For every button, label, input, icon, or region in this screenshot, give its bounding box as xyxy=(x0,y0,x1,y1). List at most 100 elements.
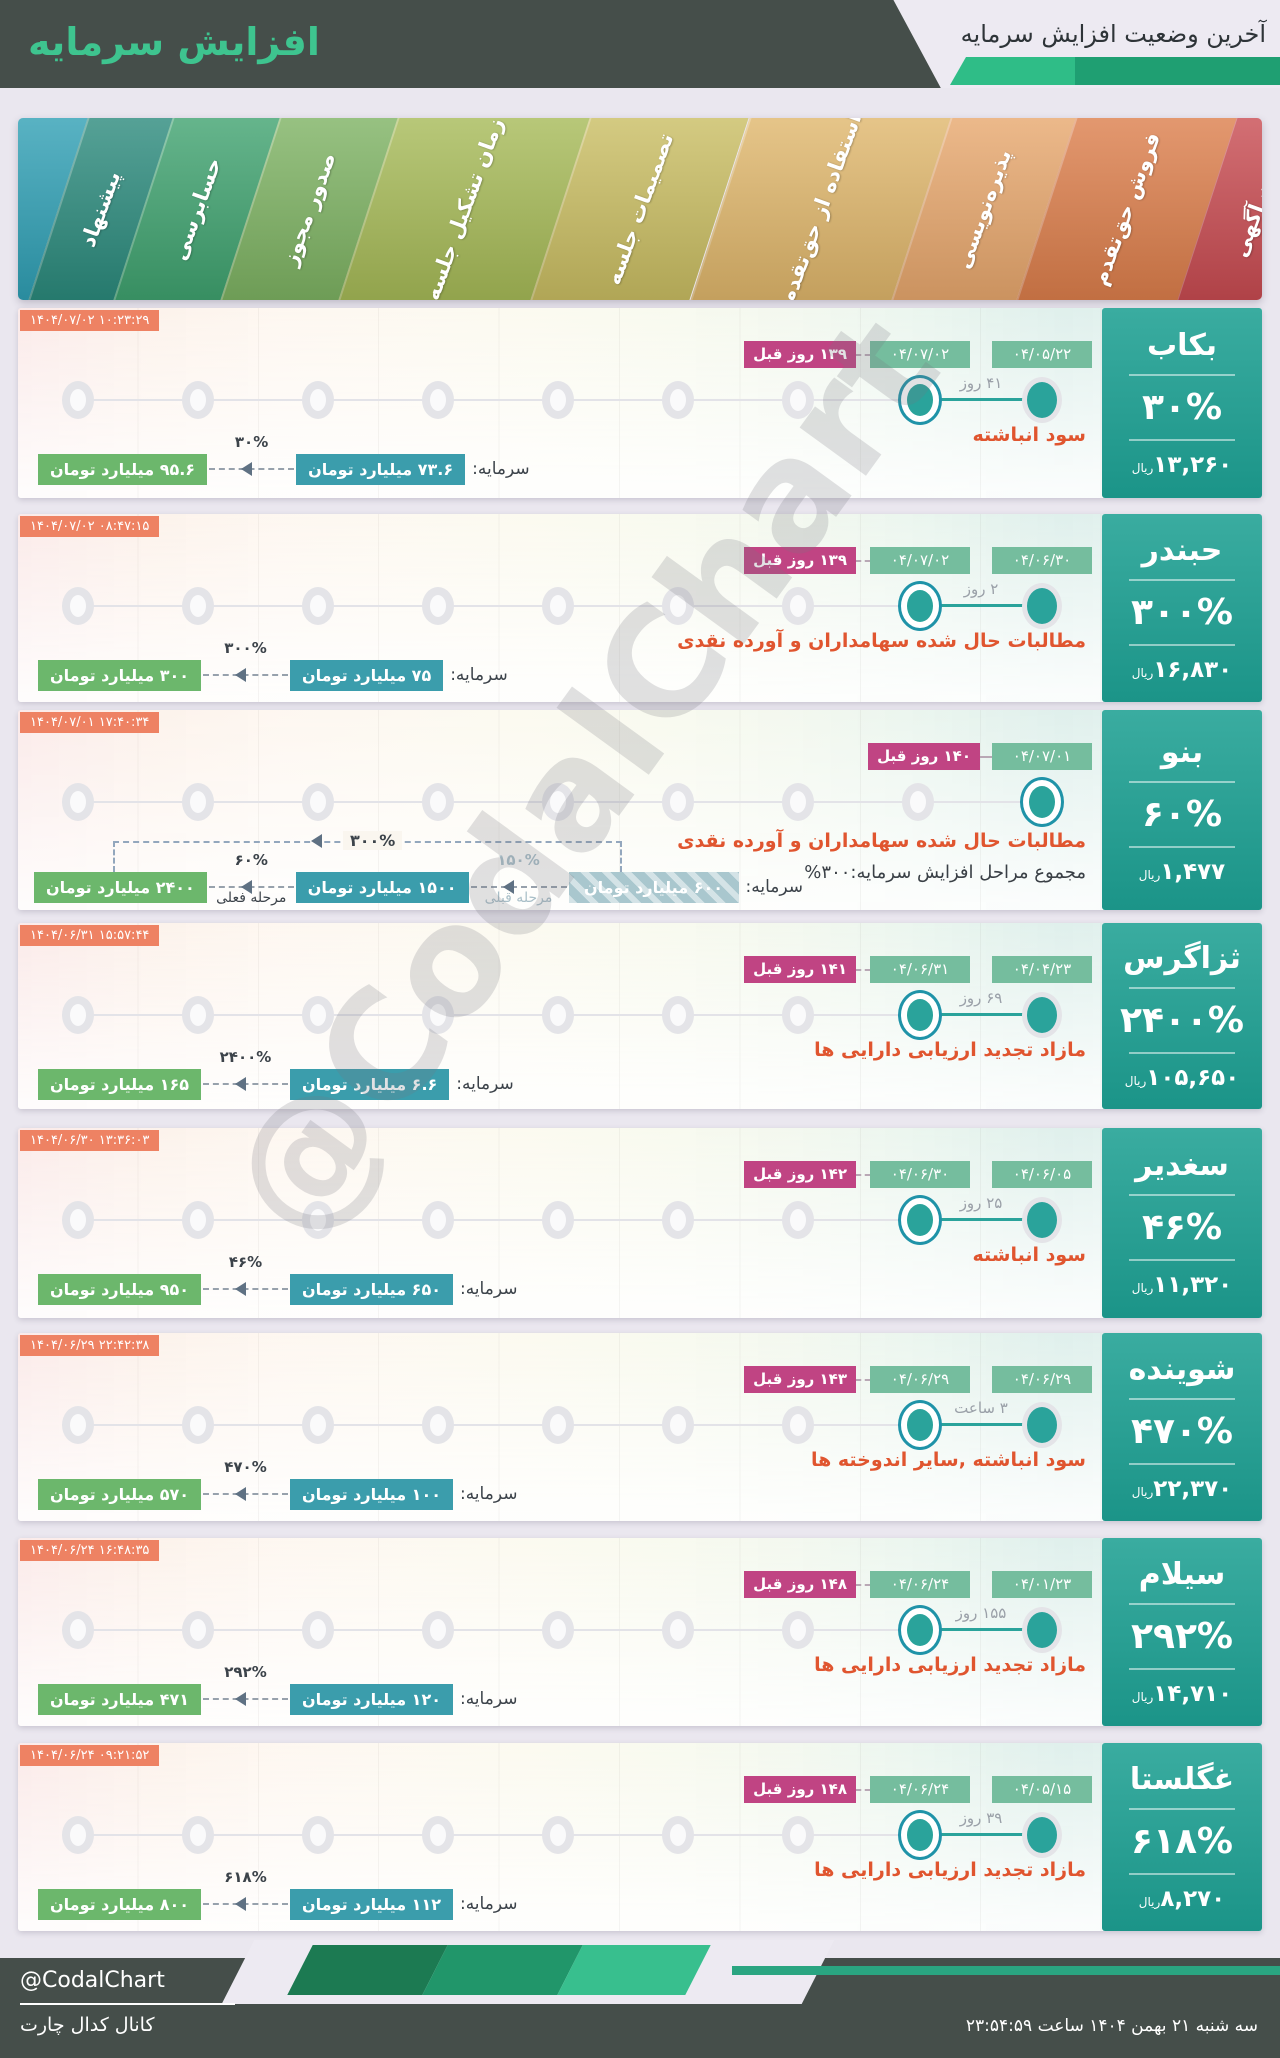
stage-dot-empty xyxy=(542,1816,574,1854)
stage-dot-empty xyxy=(782,1406,814,1444)
stage-dot-empty xyxy=(542,1406,574,1444)
stage-dot-empty xyxy=(302,1611,334,1649)
increase-percent: ۲۹۲% xyxy=(1131,1616,1233,1657)
stage-dot-empty xyxy=(62,1406,94,1444)
stage-dot-empty xyxy=(62,1611,94,1649)
footer: @CodalChart کانال کدال چارت سه شنبه ۲۱ ب… xyxy=(0,1940,1280,2058)
header-green-band xyxy=(950,57,1280,85)
increase-percent: ۳۰۰% xyxy=(1131,592,1233,633)
current-stage-date: ۰۴/۰۶/۳۰ xyxy=(870,1161,970,1188)
funding-source: مازاد تجدید ارزیابی دارایی ها xyxy=(814,1654,1086,1676)
header-dark-shape xyxy=(0,0,941,88)
previous-stage-date: ۰۴/۰۶/۳۰ xyxy=(992,547,1092,574)
increase-percent: ۴۶% xyxy=(1142,1207,1223,1248)
stage-dot-empty xyxy=(662,996,694,1034)
increase-percent: ۴۷۰% xyxy=(1131,1411,1233,1452)
funding-source: مطالبات حال شده سهامداران و آورده نقدی xyxy=(677,630,1086,652)
channel-name: کانال کدال چارت xyxy=(20,2014,155,2036)
current-stage-dot xyxy=(898,990,942,1040)
funding-source: مطالبات حال شده سهامداران و آورده نقدی xyxy=(677,830,1086,852)
panel-divider xyxy=(1129,644,1235,646)
days-ago-badge: ۱۴۸ روز قبل xyxy=(744,1571,856,1598)
stage-dot-empty xyxy=(302,783,334,821)
capital-arrow: ۳۰۰% xyxy=(201,639,290,691)
page-subtitle: آخرین وضعیت افزایش سرمایه xyxy=(960,20,1266,48)
panel-divider xyxy=(1129,1194,1235,1196)
current-stage-dot xyxy=(898,581,942,631)
stage-gap-label: ۳ ساعت xyxy=(954,1399,1008,1417)
capital-percent: ۲۴۰۰% xyxy=(219,1048,272,1066)
stage-dot-empty xyxy=(302,1816,334,1854)
last-price: ۸,۲۷۰ریال xyxy=(1138,1886,1226,1912)
ago-dash-connector xyxy=(856,560,870,562)
capital-percent: ۴۷۰% xyxy=(224,1458,267,1476)
panel-divider xyxy=(1129,846,1235,848)
increase-percent: ۶۰% xyxy=(1142,794,1223,835)
ago-dash-connector xyxy=(856,1789,870,1791)
capital-label: سرمایه: xyxy=(459,1689,518,1709)
capital-change: ۵۷۰ میلیارد تومان ۴۷۰% ۱۰۰ میلیارد تومان… xyxy=(38,1458,518,1510)
old-capital-badge: ۷۵ میلیارد تومان xyxy=(289,660,444,691)
update-timestamp-badge: ۱۴۰۴/۰۶/۳۰ ۱۳:۳۶:۰۳ xyxy=(20,1130,160,1151)
stage-label: تصمیمات جلسه xyxy=(601,129,679,289)
stage-dot-empty xyxy=(902,783,934,821)
days-ago-badge: ۱۴۱ روز قبل xyxy=(744,956,856,983)
capital-label: سرمایه: xyxy=(450,665,508,685)
arrow-left-icon xyxy=(234,1282,246,1296)
company-name: سیلام xyxy=(1138,1557,1226,1592)
stage-dot-empty xyxy=(62,381,94,419)
stage-gap-label: ۳۹ روز xyxy=(959,1809,1003,1827)
stage-dot-empty xyxy=(62,783,94,821)
stage-label: ثبت آگهی xyxy=(1228,157,1262,261)
generated-datetime: سه شنبه ۲۱ بهمن ۱۴۰۴ ساعت ۲۳:۵۴:۵۹ xyxy=(965,2016,1258,2036)
current-stage-date: ۰۴/۰۶/۲۹ xyxy=(870,1366,970,1393)
company-name: ثزاگرس xyxy=(1123,941,1241,976)
new-capital-badge: ۳۰۰ میلیارد تومان xyxy=(38,660,201,691)
update-timestamp-badge: ۱۴۰۴/۰۶/۲۴ ۱۶:۴۸:۳۵ xyxy=(20,1540,160,1561)
company-name: شوینده xyxy=(1128,1352,1236,1387)
increase-percent: ۳۰% xyxy=(1142,387,1223,428)
capital-arrow: ۲۴۰۰% xyxy=(201,1048,290,1100)
stage-dot-empty xyxy=(182,1201,214,1239)
capital-change: ۳۰۰ میلیارد تومان ۳۰۰% ۷۵ میلیارد تومان … xyxy=(38,639,508,691)
days-ago-badge: ۱۴۸ روز قبل xyxy=(744,1776,856,1803)
stage-dot-empty xyxy=(542,587,574,625)
capital-arrow: ۴۶% xyxy=(201,1253,290,1305)
capital-arrow: ۲۹۲% xyxy=(201,1663,290,1715)
previous-stage-date: ۰۴/۰۱/۲۳ xyxy=(992,1571,1092,1598)
current-stage-dot xyxy=(898,1810,942,1860)
capital-arrow: ۴۷۰% xyxy=(201,1458,290,1510)
company-panel: سیلام ۲۹۲% ۱۴,۷۱۰ریال xyxy=(1102,1538,1262,1726)
stage-label: صدور مجوز xyxy=(277,149,341,269)
stage-dot-empty xyxy=(302,381,334,419)
current-stage-date: ۰۴/۰۷/۰۲ xyxy=(870,547,970,574)
current-stage-date: ۰۴/۰۶/۲۴ xyxy=(870,1571,970,1598)
previous-stage-dot xyxy=(1022,1402,1062,1448)
current-stage-date: ۰۴/۰۶/۳۱ xyxy=(870,956,970,983)
previous-stage-dot xyxy=(1022,1812,1062,1858)
capital-label: سرمایه: xyxy=(459,1484,518,1504)
funding-source: سود انباشته xyxy=(972,424,1086,446)
stage-dot-empty xyxy=(182,783,214,821)
stage-dot-empty xyxy=(182,1406,214,1444)
panel-divider xyxy=(1129,1052,1235,1054)
capital-change: ۹۵.۶ میلیارد تومان ۳۰% ۷۳.۶ میلیارد توما… xyxy=(38,433,530,485)
current-stage-date: ۰۴/۰۷/۰۱ xyxy=(992,743,1092,770)
last-price: ۱,۴۷۷ریال xyxy=(1138,859,1226,885)
last-price: ۱۱,۳۲۰ریال xyxy=(1131,1272,1233,1298)
panel-divider xyxy=(1129,987,1235,989)
days-ago-badge: ۱۴۳ روز قبل xyxy=(744,1366,856,1393)
update-timestamp-badge: ۱۴۰۴/۰۷/۰۲ ۱۰:۲۳:۲۹ xyxy=(20,310,160,331)
capital-label: سرمایه: xyxy=(456,1074,514,1094)
company-name: حبندر xyxy=(1141,533,1223,568)
arrow-left-icon xyxy=(234,1077,246,1091)
stage-dot-empty xyxy=(62,1816,94,1854)
stage-label: زمان تشکیل جلسه xyxy=(420,118,509,300)
company-row-hbandar: ۲ روز ۱۴۰۴/۰۷/۰۲ ۰۸:۴۷:۱۵ ۱۳۹ روز قبل ۰۴… xyxy=(18,514,1262,702)
panel-divider xyxy=(1129,1808,1235,1810)
stage-label: پیشنهاد xyxy=(75,167,125,251)
stage-dot-empty xyxy=(422,1406,454,1444)
stage-connector xyxy=(920,1833,1042,1836)
company-row-bano: ۱۴۰۴/۰۷/۰۱ ۱۷:۴۰:۳۴ ۱۴۰ روز قبل ۰۴/۰۷/۰۱… xyxy=(18,710,1262,910)
capital-arrow-previous: ۱۵۰% مرحله قبلی xyxy=(469,851,569,906)
